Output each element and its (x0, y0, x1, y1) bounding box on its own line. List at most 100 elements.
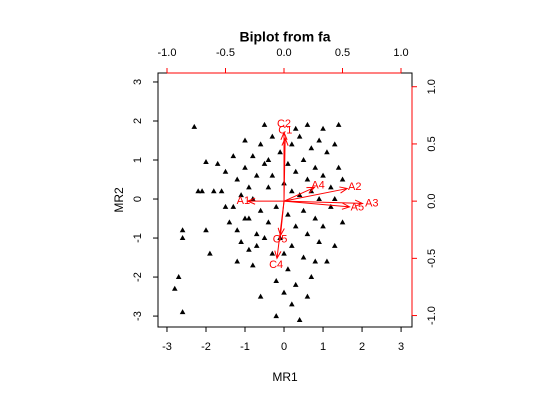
score-point (269, 172, 276, 178)
score-point (339, 219, 346, 225)
score-point (308, 145, 315, 151)
score-point (179, 309, 186, 315)
score-point (257, 141, 264, 147)
score-point (246, 246, 252, 252)
score-point (171, 285, 178, 291)
y-tick-label: -3 (132, 311, 144, 321)
score-point (175, 274, 182, 280)
loading-label: A5 (351, 201, 364, 213)
score-point (316, 238, 322, 244)
y-tick-label: -2 (132, 272, 144, 282)
score-point (246, 215, 252, 221)
score-point (308, 274, 315, 280)
x2-tick-label: -1.0 (158, 47, 177, 59)
x-tick-label: -2 (201, 341, 211, 353)
score-point (328, 184, 334, 190)
score-point (289, 242, 295, 248)
loading-label: A3 (365, 198, 378, 210)
score-point (230, 153, 237, 159)
score-point (222, 203, 229, 209)
score-point (265, 219, 272, 225)
score-point (250, 262, 256, 268)
score-point (261, 235, 268, 241)
score-point (179, 235, 186, 241)
score-point (273, 203, 280, 209)
loading-arrow (283, 186, 349, 202)
score-point (324, 258, 330, 264)
y-tick-label: 0 (132, 196, 144, 202)
x-axis-label: MR1 (272, 370, 298, 384)
score-point (281, 250, 287, 256)
loading-label: C4 (269, 259, 283, 271)
score-point (335, 164, 342, 170)
score-point (234, 258, 241, 264)
score-point (246, 184, 252, 190)
x-tick-label: 2 (359, 341, 365, 353)
score-point (179, 227, 186, 233)
score-point (304, 293, 311, 299)
score-point (300, 254, 307, 260)
score-point (269, 133, 276, 139)
score-point (234, 227, 241, 233)
score-point (292, 168, 299, 174)
y-tick-label: 2 (132, 118, 144, 124)
loading-arrow (246, 197, 285, 205)
loading-arrow (283, 200, 351, 210)
score-point (234, 176, 241, 182)
loading-label: A1 (237, 195, 250, 207)
score-point (316, 137, 322, 143)
score-point (242, 164, 248, 170)
x2-tick-label: -0.5 (216, 47, 235, 59)
chart-title: Biplot from fa (240, 29, 331, 45)
score-point (257, 207, 264, 213)
x-tick-label: -3 (162, 341, 172, 353)
score-point (238, 192, 244, 198)
score-point (261, 160, 268, 166)
x2-tick-label: 0.5 (335, 47, 350, 59)
score-point (191, 123, 198, 129)
score-point (273, 313, 280, 319)
y2-tick-label: -0.5 (426, 249, 438, 268)
score-point (300, 207, 307, 213)
score-point (320, 172, 326, 178)
x2-tick-label: 0.0 (276, 47, 291, 59)
score-point (195, 188, 201, 194)
loading-label: A2 (348, 181, 361, 193)
score-point (230, 203, 237, 209)
loading-label: C2 (277, 118, 291, 130)
score-point (203, 227, 209, 233)
y-tick-label: 1 (132, 157, 144, 163)
score-point (312, 215, 319, 221)
score-point (292, 223, 299, 229)
y2-tick-label: 1.0 (426, 79, 438, 94)
score-point (331, 242, 338, 248)
score-point (210, 188, 217, 194)
score-point (292, 281, 299, 287)
score-point (265, 157, 272, 163)
score-point (285, 160, 291, 166)
score-point (331, 196, 338, 202)
score-point (289, 188, 295, 194)
score-point (324, 149, 330, 155)
y2-tick-label: 0.5 (426, 136, 438, 151)
score-point (292, 125, 299, 131)
score-point (199, 188, 205, 194)
loading-arrow (283, 199, 364, 207)
loading-arrow (274, 201, 285, 260)
x-tick-label: 3 (398, 341, 404, 353)
score-point (257, 293, 264, 299)
score-point (300, 157, 307, 163)
score-point (242, 215, 248, 221)
score-point (207, 250, 213, 256)
loading-label: A4 (311, 180, 324, 192)
score-point (203, 158, 209, 164)
score-point (226, 219, 233, 225)
y2-tick-label: -1.0 (426, 306, 438, 325)
score-point (214, 160, 221, 166)
score-point (312, 258, 319, 264)
score-point (222, 168, 229, 174)
loading-arrow (281, 136, 289, 202)
score-point (335, 121, 342, 127)
